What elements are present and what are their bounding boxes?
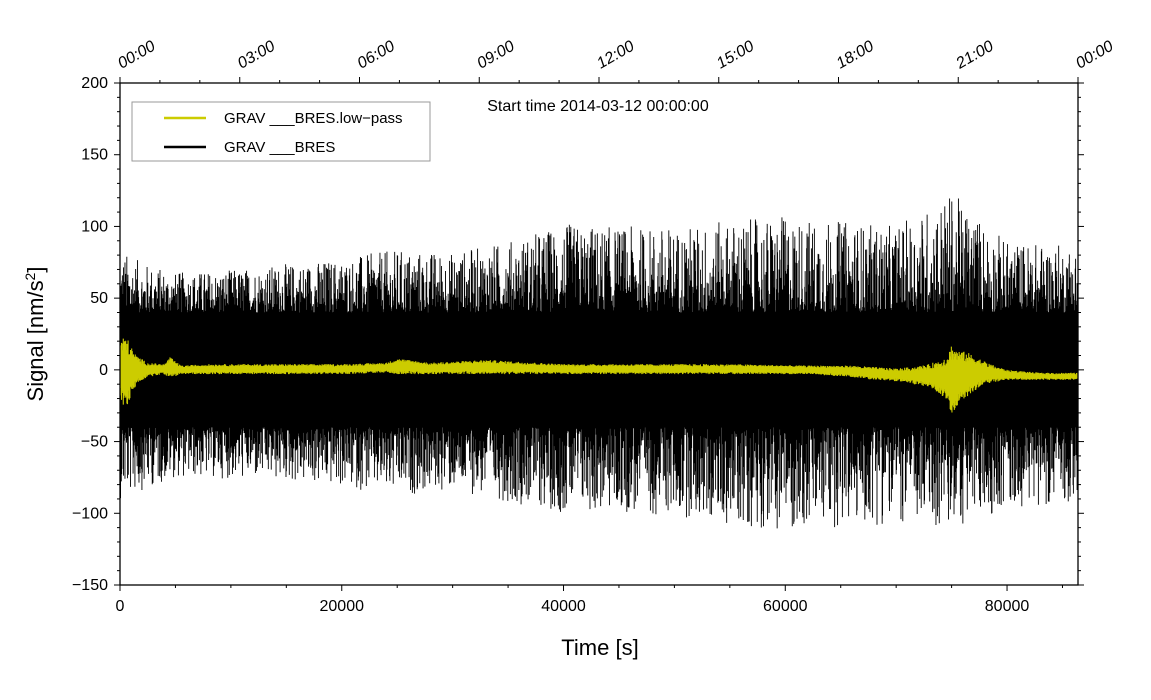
- y-axis-title-main: Signal [nm/s: [23, 280, 48, 401]
- y-tick-label: 200: [81, 75, 108, 92]
- x-tick-label: 80000: [985, 598, 1030, 615]
- start-time-annotation: Start time 2014-03-12 00:00:00: [487, 98, 709, 115]
- y-axis: −150 −100 −50 0 50 100 150 200: [72, 75, 1084, 594]
- legend-label-lowpass: GRAV ___BRES.low−pass: [224, 110, 403, 127]
- x-tick-label: 0: [116, 598, 125, 615]
- top-tick-label: 03:00: [235, 38, 278, 73]
- top-tick-label: 00:00: [1073, 38, 1116, 73]
- x-axis: 0 20000 40000 60000 80000: [116, 585, 1063, 615]
- legend-label-raw: GRAV ___BRES: [224, 139, 335, 156]
- legend-box: [131, 101, 431, 162]
- top-tick-label: 15:00: [714, 38, 757, 73]
- y-axis-title: Signal [nm/s2]: [22, 267, 48, 402]
- y-axis-title-exponent: 2: [22, 272, 38, 280]
- y-tick-label: −100: [72, 505, 108, 522]
- y-axis-title-end: ]: [23, 267, 48, 273]
- top-tick-label: 21:00: [953, 38, 997, 73]
- top-tick-label: 18:00: [834, 38, 877, 73]
- x-tick-label: 40000: [541, 598, 586, 615]
- top-tick-label: 06:00: [355, 38, 398, 73]
- x-tick-label: 60000: [763, 598, 808, 615]
- x-axis-title: Time [s]: [561, 635, 638, 660]
- x-tick-label: 20000: [320, 598, 365, 615]
- y-tick-label: 0: [99, 362, 108, 379]
- y-tick-label: −150: [72, 577, 108, 594]
- y-tick-label: 150: [81, 147, 108, 164]
- top-time-axis: 00:00 03:00 06:00 09:00 12:00 15:00 18:00 21:00…: [115, 38, 1116, 83]
- legend: GRAV ___BRES.low−pass GRAV ___BRES: [131, 101, 431, 162]
- series-grav-bres: [120, 198, 1078, 529]
- y-tick-label: 100: [81, 218, 108, 235]
- top-tick-label: 00:00: [115, 38, 158, 73]
- top-tick-label: 09:00: [474, 38, 517, 73]
- y-tick-label: 50: [90, 290, 108, 307]
- series-grav-bres-trace: [120, 198, 1078, 529]
- y-tick-label: −50: [81, 434, 108, 451]
- top-tick-label: 12:00: [594, 38, 637, 73]
